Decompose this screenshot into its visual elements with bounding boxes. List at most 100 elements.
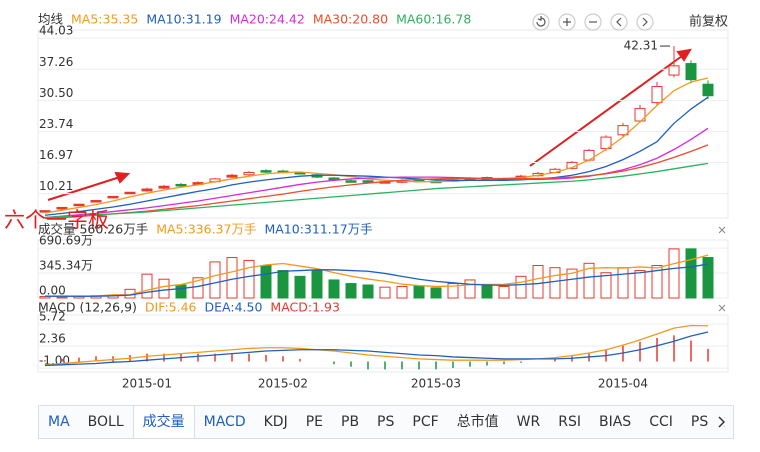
candle-body: [702, 83, 714, 97]
candle-body: [362, 180, 374, 183]
x-tick-label: 2015-04: [598, 377, 648, 391]
ma-line: [45, 254, 709, 297]
indicator-tab[interactable]: MACD: [203, 414, 246, 430]
ma-line: [44, 324, 709, 366]
candle-body: [39, 210, 51, 213]
indicator-tab[interactable]: 成交量: [132, 406, 195, 438]
volume-bar: [192, 277, 204, 299]
volume-bar: [277, 270, 289, 299]
volume-bar: [702, 257, 714, 299]
candle-body: [158, 185, 170, 189]
volume-bar: [141, 273, 153, 299]
indicator-tab[interactable]: KDJ: [263, 414, 288, 430]
indicator-tab[interactable]: PB: [341, 414, 360, 430]
legend-entry: DEA:4.50: [205, 300, 263, 315]
y-tick-label: 2.36: [39, 332, 66, 346]
volume-bar: [413, 285, 425, 299]
legend-entry: MA60:16.78: [396, 12, 471, 27]
indicator-tab[interactable]: WR: [516, 414, 541, 430]
price-panel: [37, 29, 729, 219]
x-tick-label: 2015-01: [122, 377, 172, 391]
legend-entry: MACD:1.93: [270, 300, 340, 315]
x-tick-label: 2015-03: [411, 377, 461, 391]
volume-bar: [328, 279, 340, 299]
volume-bar: [345, 283, 357, 299]
legend-entry: MA5:35.35: [71, 12, 138, 27]
max-label: 42.31: [624, 39, 658, 53]
volume-bar: [668, 248, 680, 299]
annotation: 六个一字板: [4, 208, 109, 232]
candle-body: [107, 195, 119, 199]
legend-entry: MA10:31.19: [146, 12, 221, 27]
volume-bar: [294, 275, 306, 299]
panel-title: MACD (12,26,9): [38, 300, 137, 315]
indicator-tab[interactable]: RSI: [558, 414, 581, 430]
volume-bar: [56, 296, 68, 299]
candle-body: [600, 136, 612, 150]
candle-body: [345, 180, 357, 183]
indicator-tab[interactable]: CCI: [649, 414, 673, 430]
indicator-tab[interactable]: BIAS: [599, 414, 632, 430]
y-tick-label: 345.34万: [39, 259, 93, 273]
ma-line: [45, 263, 709, 297]
ma-line: [44, 162, 709, 219]
indicator-tab[interactable]: PS: [690, 414, 709, 430]
indicator-tab[interactable]: PCF: [412, 414, 439, 430]
indicator-tab[interactable]: PS: [377, 414, 395, 430]
macd-panel: [37, 314, 729, 373]
volume-bar: [464, 279, 476, 299]
volume-bar: [311, 270, 323, 299]
candle-body: [260, 170, 272, 173]
indicator-tab[interactable]: PE: [305, 414, 323, 430]
indicator-tab[interactable]: 总市值: [456, 414, 499, 430]
volume-bar: [226, 257, 238, 299]
indicator-tab[interactable]: BOLL: [87, 414, 124, 430]
indicator-tab[interactable]: MA: [48, 414, 70, 430]
x-tick-label: 2015-02: [258, 377, 308, 391]
ma-line: [44, 144, 709, 220]
ma-line: [44, 96, 709, 216]
toolbar-icons[interactable]: [532, 13, 654, 31]
candle-body: [685, 63, 697, 81]
volume-bar: [481, 284, 493, 299]
y-tick-label: 23.74: [39, 117, 73, 131]
volume-bar: [617, 267, 629, 299]
volume-bar: [600, 272, 612, 299]
adjust-mode[interactable]: 前复权: [689, 14, 728, 30]
candle-body: [90, 200, 102, 203]
more-tabs[interactable]: [717, 415, 725, 429]
y-tick-label: 44.03: [39, 24, 73, 38]
volume-bar: [651, 264, 663, 299]
annotation-arrows: [47, 48, 692, 201]
y-tick-label: 10.21: [39, 179, 73, 193]
volume-bar: [685, 248, 697, 299]
volume-bar: [549, 267, 561, 299]
indicator-tabs: MA BOLL 成交量 MACD KDJ PE PB PS PCF 总市值 WR RSI BIAS CCI…: [38, 405, 734, 439]
volume-bar: [498, 285, 510, 299]
y-tick-label: 690.69万: [39, 234, 93, 248]
legend-entry: MA20:24.42: [230, 12, 305, 27]
candle-body: [243, 171, 255, 176]
legend-title: 均线: [38, 12, 64, 27]
volume-bar: [532, 264, 544, 299]
volume-bar: [430, 287, 442, 299]
y-tick-label: 0.00: [39, 284, 66, 298]
close-icons[interactable]: [718, 226, 726, 312]
legend-entry: DIF:5.46: [145, 300, 197, 315]
volume-bar: [515, 275, 527, 299]
y-tick-label: 5.72: [39, 310, 66, 324]
volume-bar: [566, 268, 578, 299]
volume-bar: [379, 286, 391, 299]
volume-bar: [158, 278, 170, 299]
volume-bar: [243, 259, 255, 299]
volume-bar: [396, 285, 408, 299]
legend-entry: MA30:20.80: [313, 12, 388, 27]
candle-body: [124, 191, 136, 195]
candle-body: [668, 65, 680, 76]
y-tick-label: 16.97: [39, 148, 73, 162]
volume-bar: [175, 284, 187, 299]
legend-entry: MA10:311.17万手: [264, 222, 372, 237]
ma-line: [44, 77, 709, 214]
